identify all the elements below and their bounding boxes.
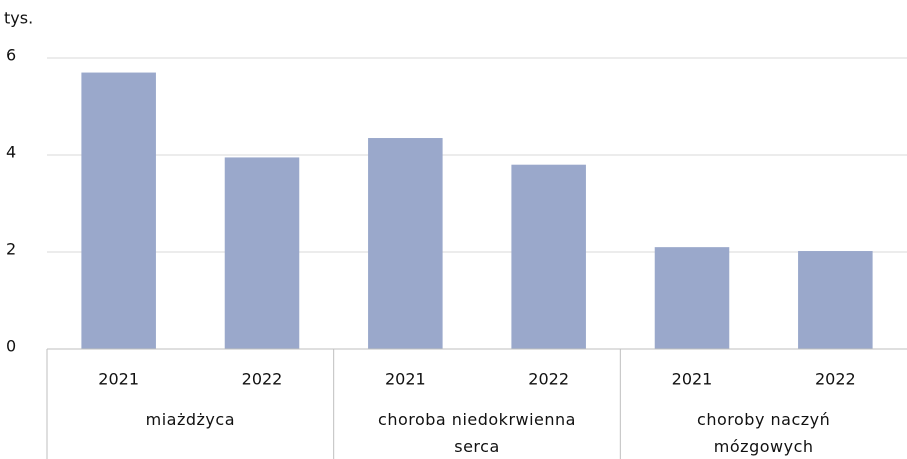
y-tick-label: 0 bbox=[6, 337, 16, 356]
x-tick-label: 2022 bbox=[815, 370, 856, 389]
y-tick-label: 2 bbox=[6, 240, 16, 259]
group-label: choroba niedokrwienna serca bbox=[378, 410, 576, 456]
x-tick-label: 2022 bbox=[528, 370, 569, 389]
bar bbox=[368, 138, 443, 349]
bar bbox=[81, 72, 156, 350]
y-tick-label: 4 bbox=[6, 143, 16, 162]
bar bbox=[798, 251, 873, 349]
y-tick-label: 6 bbox=[6, 46, 16, 65]
bar bbox=[511, 164, 586, 349]
x-tick-label: 2021 bbox=[672, 370, 713, 389]
bar bbox=[654, 247, 730, 349]
x-tick-label: 2022 bbox=[242, 370, 283, 389]
group-label: miażdżyca bbox=[145, 410, 235, 429]
y-unit: tys. bbox=[4, 9, 33, 28]
x-tick-label: 2021 bbox=[98, 370, 139, 389]
group-label: choroby naczyń mózgowych bbox=[697, 410, 831, 456]
x-tick-label: 2021 bbox=[385, 370, 426, 389]
bar bbox=[224, 157, 300, 349]
